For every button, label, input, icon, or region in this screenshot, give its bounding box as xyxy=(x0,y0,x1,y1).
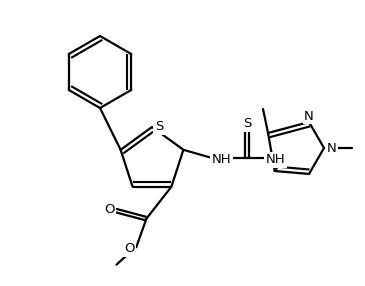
Text: O: O xyxy=(124,242,135,255)
Text: N: N xyxy=(304,110,314,122)
Text: O: O xyxy=(104,203,115,216)
Text: S: S xyxy=(243,117,251,130)
Text: N: N xyxy=(327,142,337,154)
Text: NH: NH xyxy=(266,153,285,166)
Text: S: S xyxy=(155,120,163,134)
Text: NH: NH xyxy=(212,153,231,166)
